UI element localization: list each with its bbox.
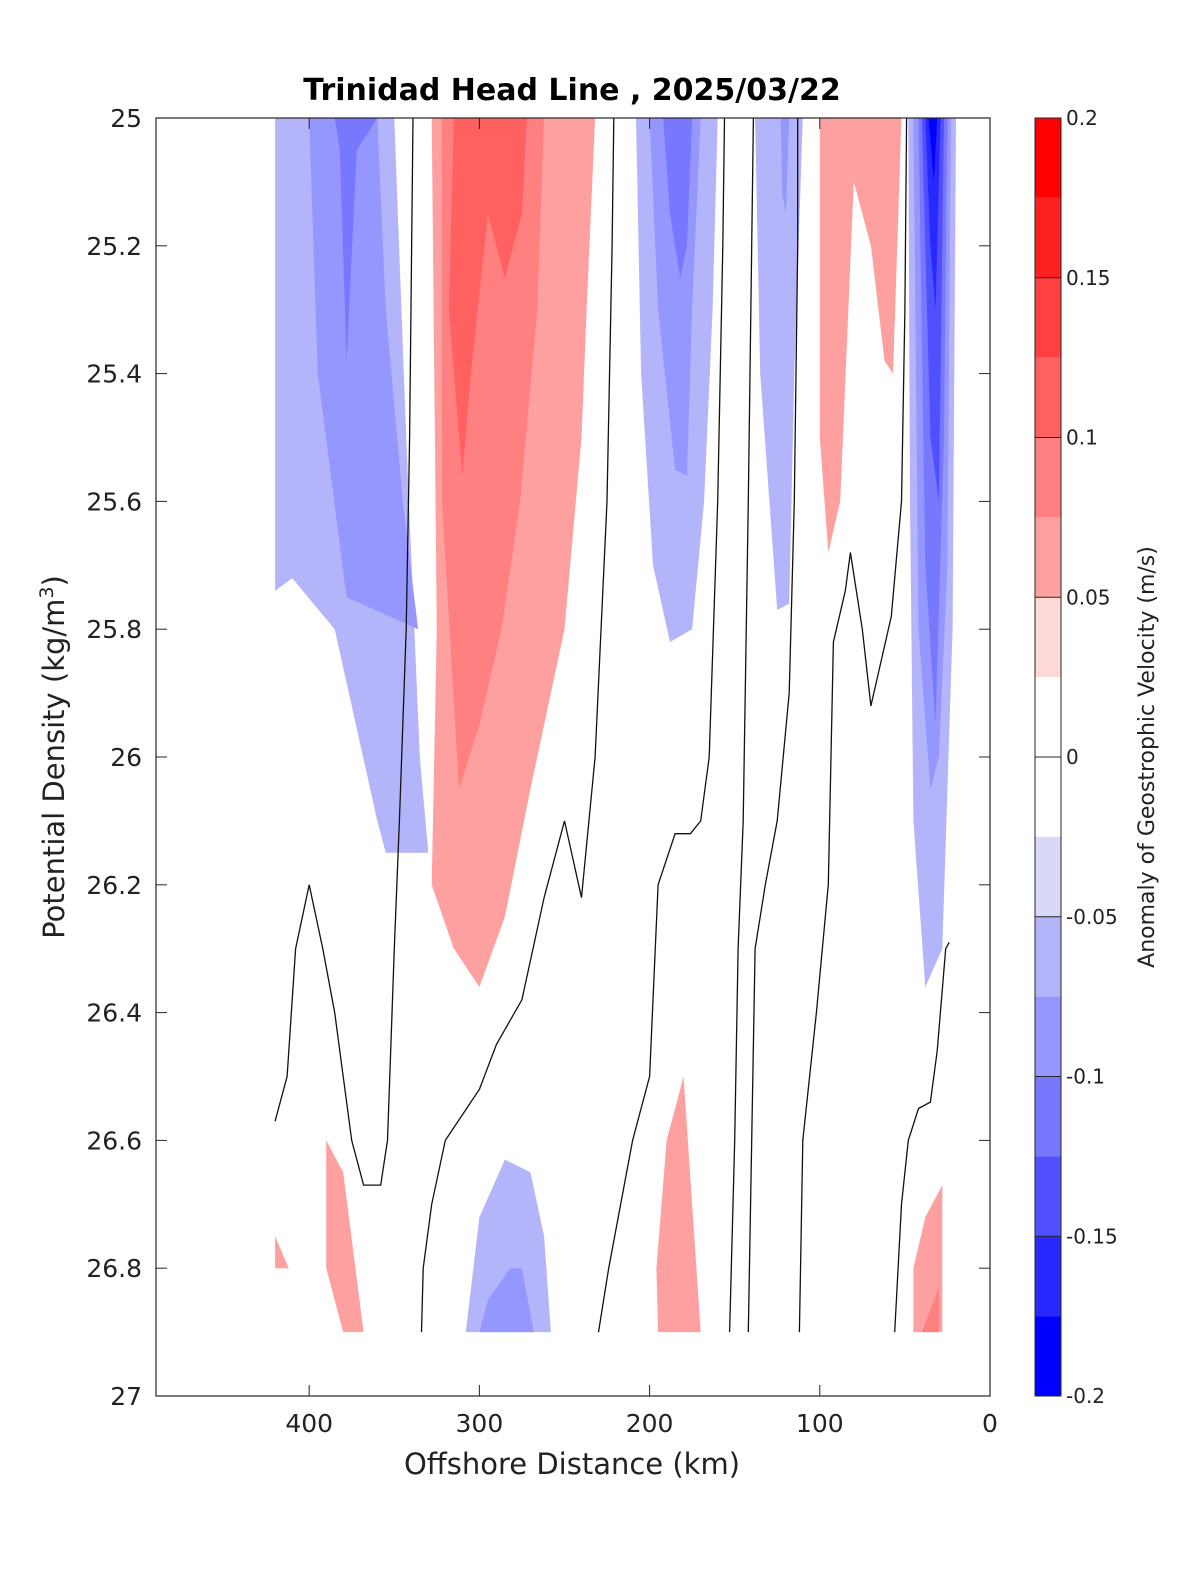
contour-region-21 bbox=[913, 1185, 943, 1333]
colorbar-bin bbox=[1035, 197, 1061, 278]
contour-region-17 bbox=[928, 118, 938, 182]
colorbar-tick-label: 0.05 bbox=[1066, 585, 1111, 609]
y-axis-label-main: Potential Density (kg/m bbox=[37, 599, 71, 939]
contour-region-2 bbox=[334, 118, 378, 361]
colorbar-bin bbox=[1035, 1236, 1061, 1317]
colorbar-tick-label: -0.05 bbox=[1066, 905, 1118, 929]
contour-region-11 bbox=[819, 118, 902, 553]
colorbar-ticks: 0.2 0.15 0.1 0.05 0 -0.05 -0.1 -0.15 -0.2 bbox=[1035, 106, 1118, 1408]
zero-contour-lines bbox=[274, 118, 950, 1333]
contour-region-1 bbox=[309, 118, 419, 630]
colorbar-bin bbox=[1035, 1316, 1061, 1396]
y-tick-label: 26 bbox=[110, 743, 142, 772]
contour-region-18 bbox=[275, 1236, 289, 1269]
filled-contours bbox=[275, 118, 956, 1333]
contour-region-20 bbox=[656, 1076, 701, 1333]
y-tick-label: 26.2 bbox=[86, 871, 142, 900]
colorbar-bin bbox=[1035, 597, 1061, 678]
y-tick-label: 26.4 bbox=[86, 999, 142, 1028]
y-tick-label: 25.2 bbox=[86, 232, 142, 261]
colorbar-bin bbox=[1035, 996, 1061, 1077]
colorbar-label: Anomaly of Geostrophic Velocity (m/s) bbox=[1135, 546, 1160, 968]
x-tick-label: 100 bbox=[796, 1409, 844, 1438]
zero-contour-line-0 bbox=[274, 118, 414, 1186]
colorbar-tick-label: 0 bbox=[1066, 745, 1079, 769]
x-tick-label: 400 bbox=[285, 1409, 333, 1438]
contour-region-10 bbox=[780, 118, 790, 214]
y-tick-label: 25.4 bbox=[86, 360, 142, 389]
chart-title: Trinidad Head Line , 2025/03/22 bbox=[303, 73, 840, 108]
x-axis: 400 300 200 100 0 bbox=[285, 118, 998, 1438]
contour-region-22 bbox=[921, 1287, 939, 1333]
contour-region-19 bbox=[326, 1140, 364, 1333]
zero-contour-line-5 bbox=[798, 118, 908, 1333]
zero-contour-line-6 bbox=[894, 941, 950, 1333]
colorbar-bin bbox=[1035, 277, 1061, 358]
x-tick-label: 0 bbox=[982, 1409, 998, 1438]
contour-region-24 bbox=[479, 1268, 534, 1333]
colorbar-bin bbox=[1035, 118, 1061, 198]
y-tick-label: 27 bbox=[110, 1382, 142, 1411]
colorbar-tick-label: 0.15 bbox=[1066, 266, 1111, 290]
zero-contour-line-4 bbox=[747, 118, 799, 1333]
colorbar-bins bbox=[1035, 118, 1061, 1396]
y-axis-label: Potential Density (kg/m3) bbox=[36, 575, 71, 939]
zero-contour-line-3 bbox=[728, 118, 755, 1333]
colorbar-tick-label: -0.2 bbox=[1066, 1384, 1105, 1408]
zero-contour-line-2 bbox=[597, 118, 726, 1333]
colorbar-tick-label: 0.1 bbox=[1066, 426, 1098, 450]
colorbar-bin bbox=[1035, 517, 1061, 598]
colorbar-bin bbox=[1035, 916, 1061, 997]
x-axis-label: Offshore Distance (km) bbox=[404, 1447, 740, 1481]
y-tick-label: 25.6 bbox=[86, 487, 142, 516]
contour-region-8 bbox=[663, 118, 693, 278]
y-axis-label-close: ) bbox=[37, 575, 71, 586]
colorbar-bin bbox=[1035, 357, 1061, 438]
x-tick-label: 300 bbox=[456, 1409, 504, 1438]
colorbar-bin bbox=[1035, 437, 1061, 518]
y-tick-label: 25.8 bbox=[86, 615, 142, 644]
colorbar-bin bbox=[1035, 836, 1061, 917]
y-tick-label: 26.6 bbox=[86, 1126, 142, 1155]
colorbar-tick-label: -0.15 bbox=[1066, 1224, 1118, 1248]
x-tick-label: 200 bbox=[626, 1409, 674, 1438]
y-axis-label-superscript: 3 bbox=[36, 586, 58, 598]
colorbar-bin bbox=[1035, 1076, 1061, 1157]
y-tick-label: 26.8 bbox=[86, 1254, 142, 1283]
contour-region-9 bbox=[755, 118, 803, 610]
contour-region-16 bbox=[925, 118, 941, 310]
colorbar-bin bbox=[1035, 1156, 1061, 1237]
zero-contour-line-1 bbox=[420, 118, 615, 1333]
contour-region-5 bbox=[448, 118, 527, 476]
colorbar-tick-label: -0.1 bbox=[1066, 1065, 1105, 1089]
plot-area bbox=[155, 117, 991, 1397]
y-axis: 25 25.2 25.4 25.6 25.8 26 26.2 26.4 26.6 26.8 27 bbox=[86, 104, 990, 1411]
colorbar-tick-label: 0.2 bbox=[1066, 106, 1098, 130]
contour-region-15 bbox=[921, 118, 944, 502]
contour-region-23 bbox=[465, 1159, 551, 1333]
colorbar: 0.2 0.15 0.1 0.05 0 -0.05 -0.1 -0.15 -0.2 Anomal… bbox=[1034, 106, 1160, 1408]
y-tick-label: 25 bbox=[110, 104, 142, 133]
